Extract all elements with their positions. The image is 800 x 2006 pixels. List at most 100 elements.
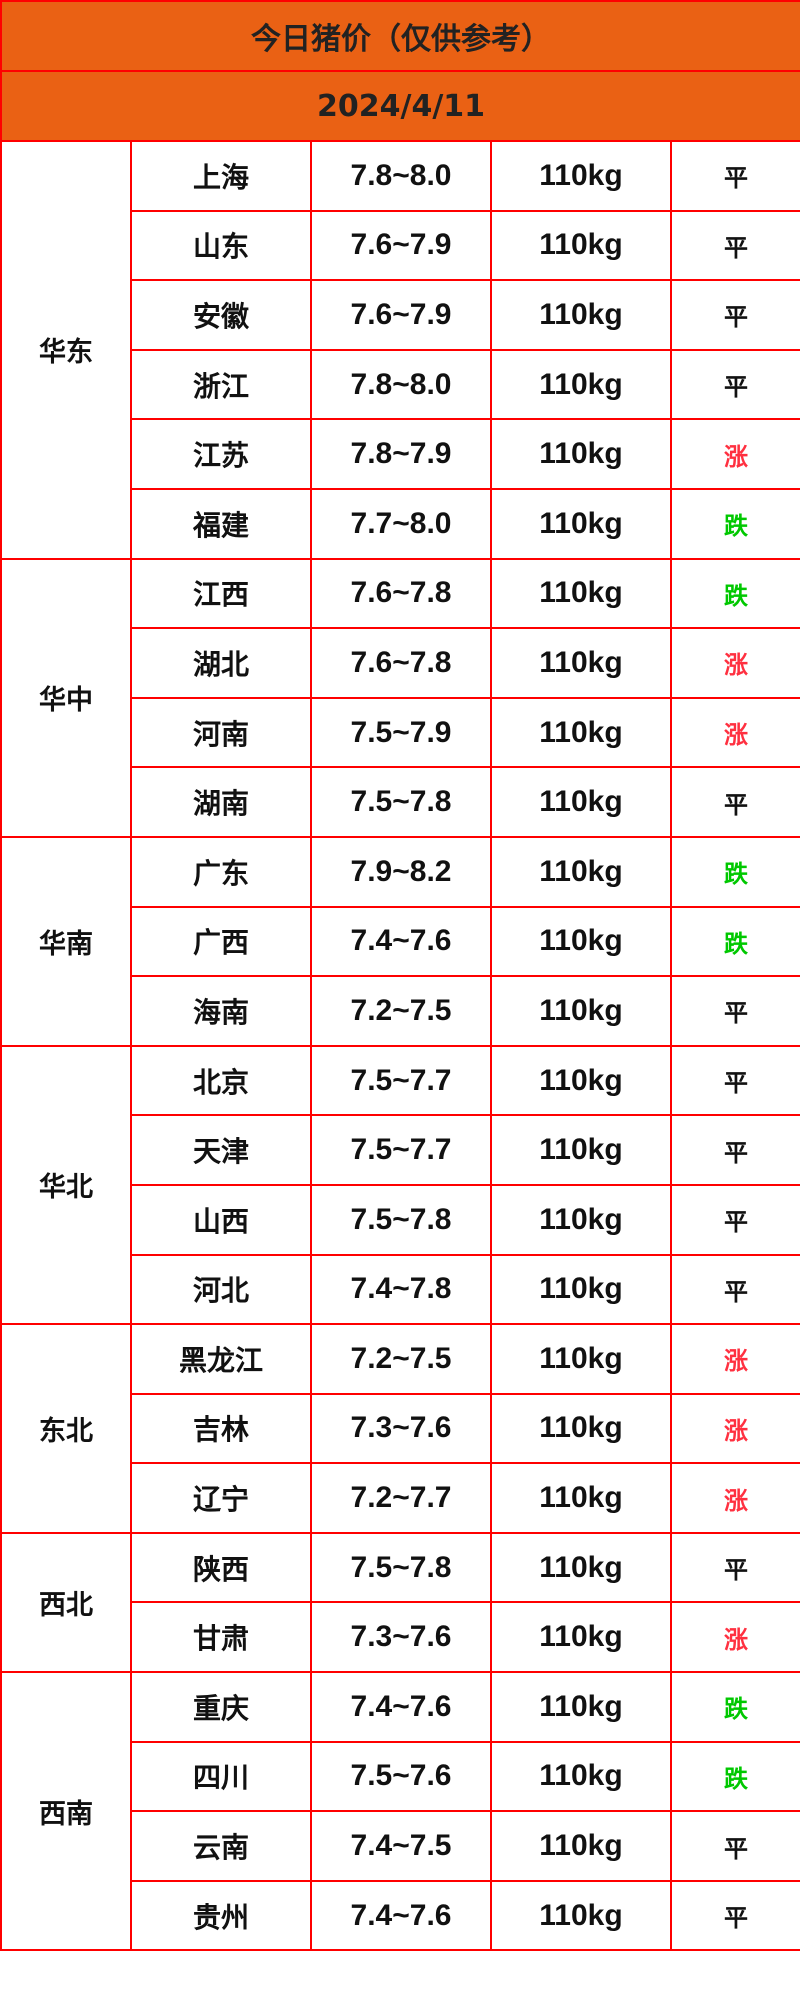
province-cell: 湖北: [130, 627, 312, 699]
province-cell: 黑龙江: [130, 1323, 312, 1395]
province-cell: 云南: [130, 1810, 312, 1882]
weight-cell: 110kg: [490, 487, 672, 560]
change-cell: 平: [669, 279, 800, 351]
weight-cell: 110kg: [490, 1114, 672, 1186]
weight-cell: 110kg: [490, 140, 672, 212]
province-cell: 北京: [130, 1044, 312, 1117]
change-cell: 平: [669, 1253, 800, 1326]
weight-cell: 110kg: [490, 905, 672, 978]
weight-cell: 110kg: [490, 1044, 672, 1117]
change-cell: 跌: [669, 905, 800, 978]
province-cell: 福建: [130, 487, 312, 560]
table-row: 华北 北京 7.5~7.7 110kg 平: [0, 1044, 800, 1326]
change-cell: 平: [669, 1879, 800, 1952]
price-cell: 7.2~7.5: [310, 1323, 492, 1395]
price-cell: 7.8~8.0: [310, 140, 492, 212]
weight-cell: 110kg: [490, 1879, 672, 1952]
table-row: 湖南 7.5~7.8 110kg 平: [1, 766, 800, 838]
price-cell: 7.5~7.9: [310, 696, 492, 769]
change-cell: 涨: [669, 1323, 800, 1395]
table-row: 四川 7.5~7.6 110kg 跌: [1, 1740, 800, 1813]
province-cell: 四川: [130, 1740, 312, 1813]
table-row: 山西 7.5~7.8 110kg 平: [1, 1183, 800, 1256]
price-cell: 7.2~7.5: [310, 975, 492, 1047]
price-cell: 7.4~7.6: [310, 1671, 492, 1743]
province-cell: 山西: [130, 1183, 312, 1256]
table-row: 西北 陕西 7.5~7.8 110kg 平: [0, 1531, 800, 1674]
province-cell: 辽宁: [130, 1462, 312, 1534]
province-cell: 广东: [130, 835, 312, 908]
price-cell: 7.4~7.6: [310, 1879, 492, 1952]
weight-cell: 110kg: [490, 279, 672, 351]
province-cell: 浙江: [130, 348, 312, 421]
province-cell: 吉林: [130, 1392, 312, 1465]
price-cell: 7.3~7.6: [310, 1392, 492, 1465]
table-row: 海南 7.2~7.5 110kg 平: [1, 975, 800, 1047]
price-cell: 7.4~7.8: [310, 1253, 492, 1326]
change-cell: 涨: [669, 418, 800, 490]
table-row: 江苏 7.8~7.9 110kg 涨: [1, 418, 800, 490]
region-cell: 东北: [0, 1323, 132, 1534]
weight-cell: 110kg: [490, 1740, 672, 1813]
change-cell: 跌: [669, 835, 800, 908]
province-cell: 江苏: [130, 418, 312, 490]
change-cell: 跌: [669, 1671, 800, 1743]
province-cell: 甘肃: [130, 1601, 312, 1674]
table-row: 河北 7.4~7.8 110kg 平: [1, 1253, 800, 1326]
table-row: 云南 7.4~7.5 110kg 平: [1, 1810, 800, 1882]
weight-cell: 110kg: [490, 696, 672, 769]
change-cell: 平: [669, 1044, 800, 1117]
table-row: 湖北 7.6~7.8 110kg 涨: [1, 627, 800, 699]
province-cell: 贵州: [130, 1879, 312, 1952]
table-title: 今日猪价（仅供参考）: [0, 0, 800, 72]
price-cell: 7.5~7.7: [310, 1114, 492, 1186]
region-cell: 西南: [0, 1671, 132, 1952]
change-cell: 涨: [669, 1392, 800, 1465]
table-row: 天津 7.5~7.7 110kg 平: [1, 1114, 800, 1186]
table-row: 安徽 7.6~7.9 110kg 平: [1, 279, 800, 351]
price-cell: 7.6~7.9: [310, 279, 492, 351]
table-row: 东北 黑龙江 7.2~7.5 110kg 涨: [0, 1323, 800, 1534]
price-cell: 7.5~7.7: [310, 1044, 492, 1117]
change-cell: 平: [669, 209, 800, 282]
change-cell: 涨: [669, 1462, 800, 1534]
change-cell: 涨: [669, 1601, 800, 1674]
weight-cell: 110kg: [490, 557, 672, 630]
price-cell: 7.8~8.0: [310, 348, 492, 421]
weight-cell: 110kg: [490, 348, 672, 421]
price-cell: 7.7~8.0: [310, 487, 492, 560]
weight-cell: 110kg: [490, 627, 672, 699]
change-cell: 跌: [669, 487, 800, 560]
weight-cell: 110kg: [490, 835, 672, 908]
price-cell: 7.5~7.6: [310, 1740, 492, 1813]
region-cell: 西北: [0, 1531, 132, 1674]
price-cell: 7.6~7.8: [310, 627, 492, 699]
price-cell: 7.8~7.9: [310, 418, 492, 490]
weight-cell: 110kg: [490, 1392, 672, 1465]
table-row: 山东 7.6~7.9 110kg 平: [1, 209, 800, 282]
weight-cell: 110kg: [490, 1183, 672, 1256]
weight-cell: 110kg: [490, 975, 672, 1047]
weight-cell: 110kg: [490, 1671, 672, 1743]
price-cell: 7.5~7.8: [310, 1183, 492, 1256]
table-row: 福建 7.7~8.0 110kg 跌: [1, 487, 800, 560]
price-cell: 7.4~7.6: [310, 905, 492, 978]
table-row: 吉林 7.3~7.6 110kg 涨: [1, 1392, 800, 1465]
pig-price-table: 今日猪价（仅供参考） 2024/4/11 华东 上海 7.8~8.0 110kg 平山东…: [0, 0, 800, 1952]
province-cell: 上海: [130, 140, 312, 212]
price-cell: 7.6~7.9: [310, 209, 492, 282]
region-cell: 华北: [0, 1044, 132, 1326]
weight-cell: 110kg: [490, 1810, 672, 1882]
table-row: 广西 7.4~7.6 110kg 跌: [1, 905, 800, 978]
table-row: 浙江 7.8~8.0 110kg 平: [1, 348, 800, 421]
weight-cell: 110kg: [490, 1531, 672, 1604]
weight-cell: 110kg: [490, 418, 672, 490]
province-cell: 江西: [130, 557, 312, 630]
table-row: 河南 7.5~7.9 110kg 涨: [1, 696, 800, 769]
weight-cell: 110kg: [490, 209, 672, 282]
weight-cell: 110kg: [490, 1253, 672, 1326]
table-row: 贵州 7.4~7.6 110kg 平: [1, 1879, 800, 1952]
table-row: 华中 江西 7.6~7.8 110kg 跌: [0, 557, 800, 838]
price-cell: 7.5~7.8: [310, 1531, 492, 1604]
change-cell: 平: [669, 975, 800, 1047]
